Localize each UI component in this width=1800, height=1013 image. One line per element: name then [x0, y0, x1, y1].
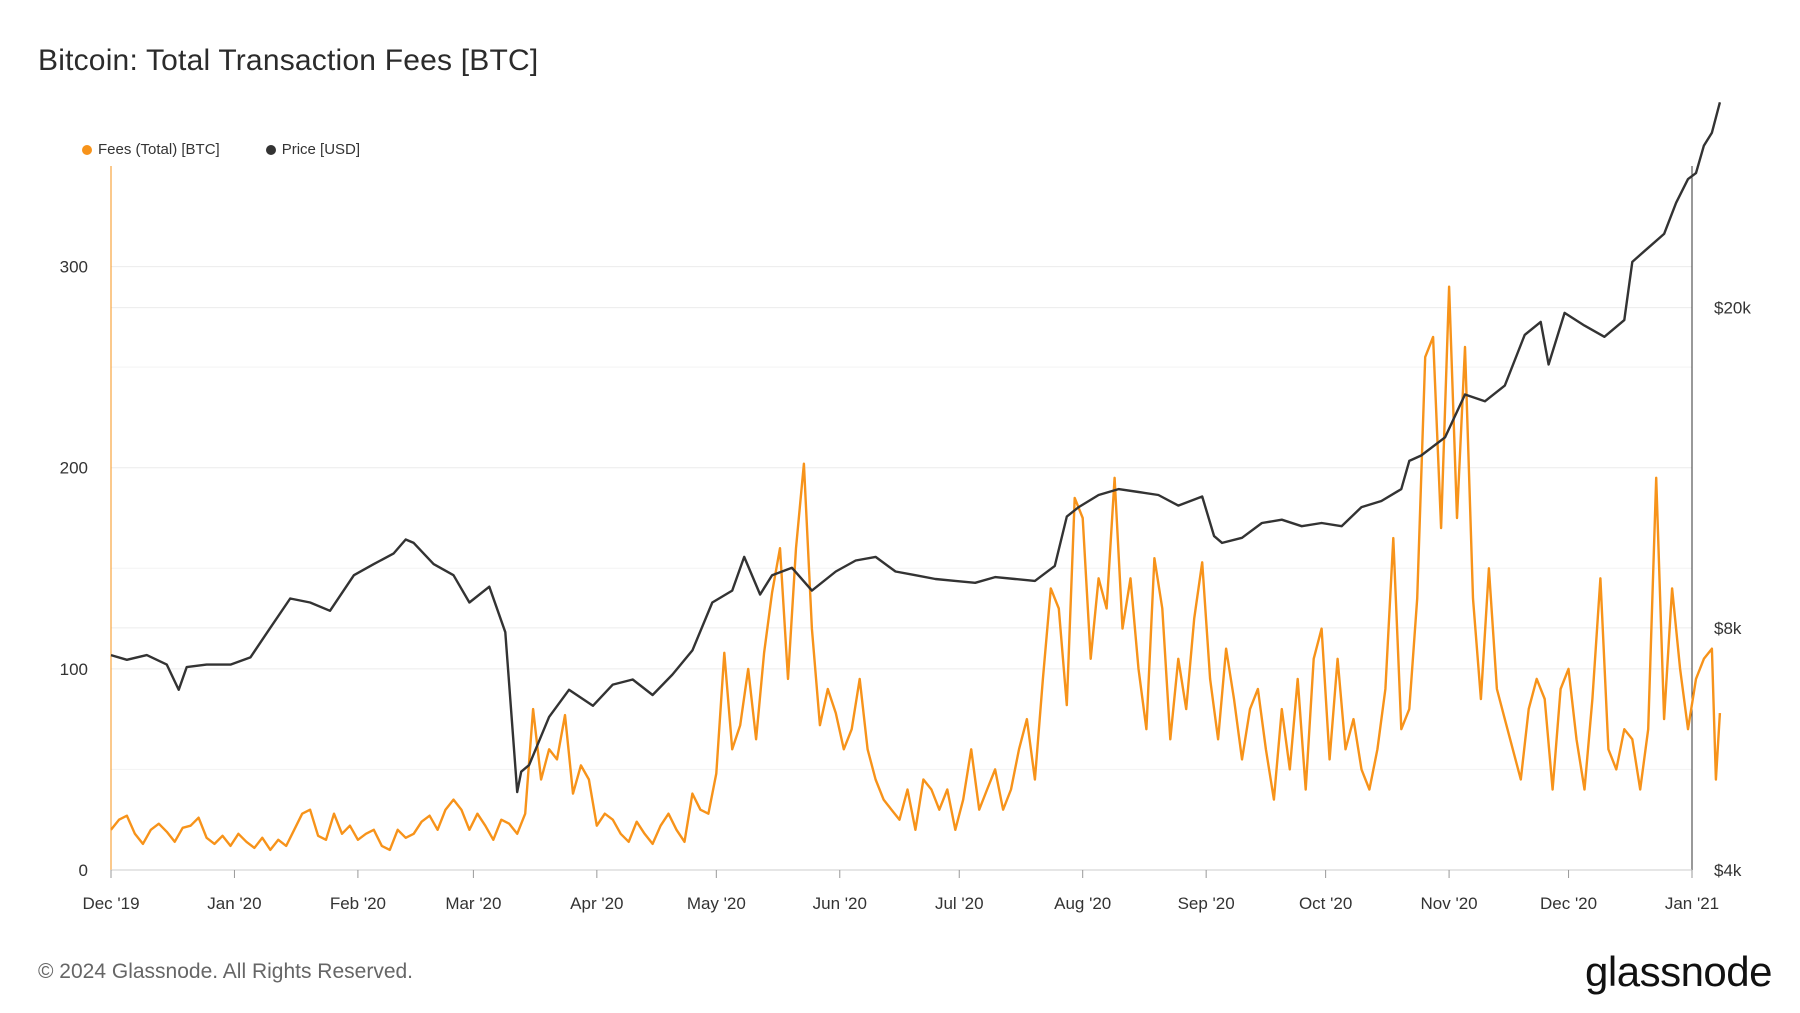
legend-price-dot: [265, 144, 276, 155]
copyright-footer: © 2024 Glassnode. All Rights Reserved.: [38, 960, 414, 983]
legend-item-price[interactable]: Price [USD]: [265, 141, 361, 158]
x-tick-label: Jan '20: [207, 894, 261, 913]
x-tick-label: Nov '20: [1421, 894, 1478, 913]
glassnode-logo[interactable]: glassnode: [1585, 948, 1772, 995]
x-tick-label: Mar '20: [445, 894, 501, 913]
fees-series-line: [110, 285, 1722, 852]
legend-fees-dot: [82, 144, 92, 155]
x-tick-label: Apr '20: [570, 894, 623, 913]
legend-price-label: Price [USD]: [281, 141, 361, 158]
y-left-tick-label: 0: [79, 861, 88, 880]
y-right-tick-label: $8k: [1714, 619, 1742, 638]
y-right-tick-label: $4k: [1714, 861, 1742, 880]
x-tick-label: Sep '20: [1178, 894, 1235, 913]
legend-fees-label: Fees (Total) [BTC]: [98, 141, 220, 158]
x-tick-label: Aug '20: [1054, 894, 1111, 913]
price-series-line: [110, 101, 1722, 794]
y-left-tick-label: 100: [60, 660, 88, 679]
legend-item-fees[interactable]: Fees (Total) [BTC]: [82, 141, 220, 158]
x-tick-label: Feb '20: [330, 894, 386, 913]
x-tick-label: Dec '19: [82, 894, 139, 913]
y-right-tick-label: $20k: [1714, 299, 1751, 318]
x-tick-label: Jan '21: [1665, 894, 1719, 913]
x-tick-label: Jun '20: [813, 894, 867, 913]
legend: Fees (Total) [BTC] Price [USD]: [82, 141, 360, 158]
y-left-tick-label: 200: [60, 459, 88, 478]
chart-title: Bitcoin: Total Transaction Fees [BTC]: [38, 44, 539, 77]
x-tick-label: Oct '20: [1299, 894, 1352, 913]
x-tick-label: Dec '20: [1540, 894, 1597, 913]
x-tick-label: Jul '20: [935, 894, 984, 913]
x-tick-label: May '20: [687, 894, 746, 913]
y-left-tick-label: 300: [60, 258, 88, 277]
